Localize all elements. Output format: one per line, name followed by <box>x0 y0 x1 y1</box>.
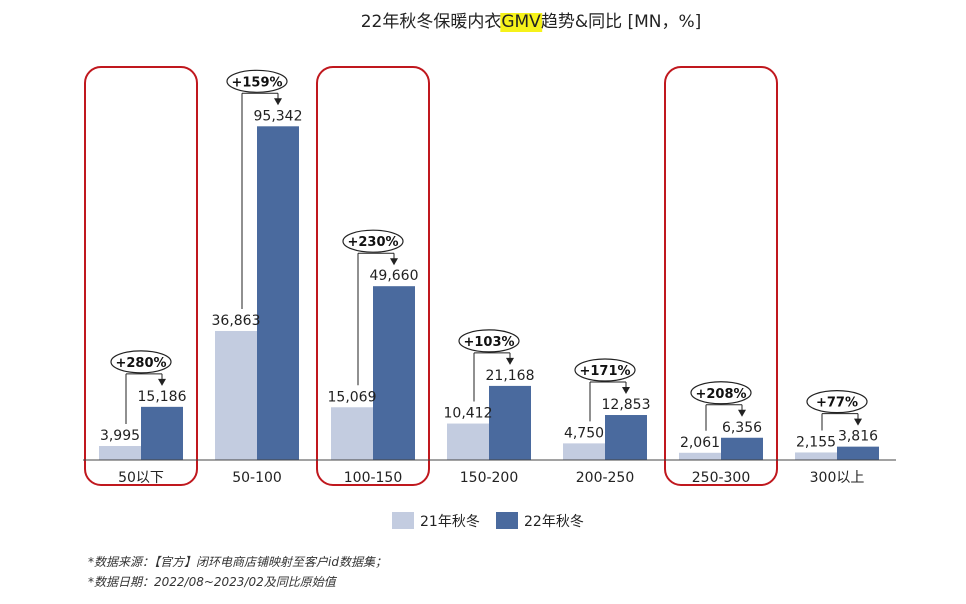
bar-22-2 <box>373 286 415 460</box>
value-label-22-0: 15,186 <box>138 389 187 405</box>
bar-21-6 <box>795 452 837 460</box>
bar-21-3 <box>447 423 489 460</box>
bar-22-0 <box>141 406 183 460</box>
title-highlight-bg <box>500 13 543 32</box>
bar-21-0 <box>99 446 141 460</box>
value-label-21-1: 36,863 <box>212 313 261 329</box>
chart-title: 22年秋冬保暖内衣GMV趋势&同比 [MN，%] <box>361 12 702 32</box>
growth-ellipse-2 <box>342 229 404 253</box>
bar-22-4 <box>605 415 647 460</box>
highlight-boxes <box>84 66 778 486</box>
growth-label-6: +77% <box>816 396 858 411</box>
x-tick-1: 50-100 <box>232 470 282 486</box>
growth-label-3: +103% <box>463 335 514 350</box>
highlight-box-0 <box>84 66 198 486</box>
value-label-22-3: 21,168 <box>486 368 535 384</box>
bar-22-5 <box>721 437 763 460</box>
value-label-21-3: 10,412 <box>444 406 493 422</box>
growth-label-1: +159% <box>231 75 282 90</box>
x-tick-2: 100-150 <box>344 470 403 486</box>
labels-layer: 3,995 15,186 36,863 95,342 15,069 49,660 10,41… <box>100 108 878 450</box>
bars-layer <box>99 126 879 460</box>
x-tick-0: 50以下 <box>118 470 164 486</box>
value-label-21-5: 2,061 <box>680 435 720 451</box>
bar-22-6 <box>837 446 879 460</box>
value-label-21-4: 4,750 <box>564 425 604 441</box>
value-label-21-6: 2,155 <box>796 434 836 450</box>
legend-swatch-22 <box>496 512 518 529</box>
growth-label-5: +208% <box>695 387 746 402</box>
highlight-box-5 <box>664 66 778 486</box>
growth-arrowhead-6 <box>854 418 862 426</box>
highlight-box-2 <box>316 66 430 486</box>
growth-ellipse-0 <box>110 350 172 374</box>
title-highlight: GMV <box>501 12 541 32</box>
growth-ellipse-4 <box>574 358 636 382</box>
footnotes: *数据来源：【官方】闭环电商店铺映射至客户id数据集； *数据日期：2022/0… <box>88 552 387 592</box>
value-label-21-0: 3,995 <box>100 428 140 444</box>
legend-label-21: 21年秋冬 <box>420 514 480 530</box>
growth-ellipse-3 <box>458 329 520 353</box>
value-label-22-5: 6,356 <box>722 420 762 436</box>
value-label-22-2: 49,660 <box>370 268 419 284</box>
date-note: *数据日期：2022/08~2023/02及同比原始值 <box>88 575 336 589</box>
growth-arrowhead-5 <box>738 409 746 417</box>
bar-21-2 <box>331 407 373 460</box>
bar-22-3 <box>489 385 531 460</box>
title-prefix: 22年秋冬保暖内衣 <box>361 12 502 32</box>
growth-arrowhead-0 <box>158 378 166 386</box>
growth-arrowhead-2 <box>390 258 398 266</box>
x-tick-5: 250-300 <box>692 470 751 486</box>
value-label-22-1: 95,342 <box>254 108 303 124</box>
growth-annotations: +280% +159% +230% +103% +171% +208% +77% <box>110 69 868 431</box>
bar-22-1 <box>257 126 299 460</box>
growth-arrowhead-1 <box>274 98 282 106</box>
growth-arrowhead-3 <box>506 357 514 365</box>
growth-ellipse-1 <box>226 69 288 93</box>
x-tick-6: 300以上 <box>810 470 865 486</box>
title-suffix: 趋势&同比 [MN，%] <box>541 12 701 32</box>
growth-label-4: +171% <box>579 364 630 379</box>
bar-21-5 <box>679 452 721 460</box>
value-label-21-2: 15,069 <box>328 389 377 405</box>
legend-swatch-21 <box>392 512 414 529</box>
x-tick-4: 200-250 <box>576 470 635 486</box>
growth-arrowhead-4 <box>622 387 630 395</box>
value-label-22-6: 3,816 <box>838 429 878 445</box>
value-label-22-4: 12,853 <box>602 397 651 413</box>
source-note: *数据来源：【官方】闭环电商店铺映射至客户id数据集； <box>88 555 387 569</box>
x-tick-labels: 50以下 50-100 100-150 150-200 200-250 250-300 30… <box>118 470 864 486</box>
legend-label-22: 22年秋冬 <box>524 514 584 530</box>
growth-ellipse-5 <box>690 381 752 405</box>
growth-label-0: +280% <box>115 356 166 371</box>
growth-label-2: +230% <box>347 235 398 250</box>
bar-21-1 <box>215 330 257 460</box>
x-tick-3: 150-200 <box>460 470 519 486</box>
bar-21-4 <box>563 443 605 460</box>
growth-ellipse-6 <box>806 390 868 414</box>
legend: 21年秋冬 22年秋冬 <box>392 512 584 530</box>
